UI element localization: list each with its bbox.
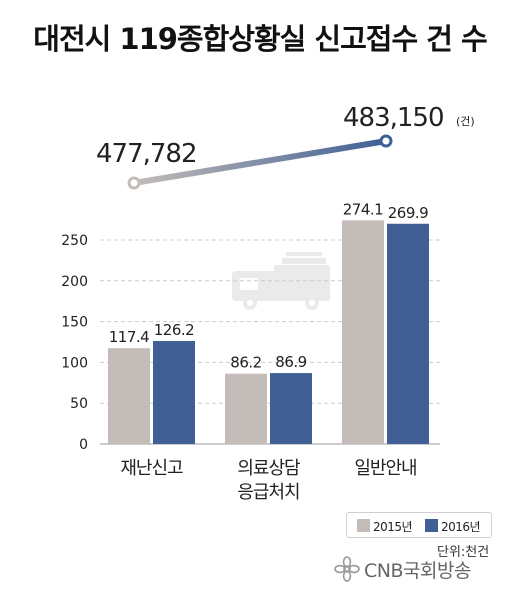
bar-2015-1 <box>108 348 150 444</box>
category-label: 응급처치 <box>237 482 299 503</box>
category-label: 재난신고 <box>120 458 183 479</box>
bar-value-label: 126.2 <box>154 321 194 339</box>
y-tick-label: 250 <box>61 233 88 249</box>
legend-label-2015: 2015년 <box>373 520 413 534</box>
bar-value-label: 274.1 <box>343 200 383 218</box>
legend-label-2016: 2016년 <box>441 520 481 534</box>
bar-2016-3 <box>387 223 429 444</box>
trend-point <box>127 176 141 190</box>
flower-logo-icon <box>334 556 360 582</box>
bar-value-label: 269.9 <box>388 204 428 222</box>
y-tick-label: 200 <box>61 274 88 290</box>
chart-title: 대전시 119종합상황실 신고접수 건 수 <box>33 22 487 56</box>
category-label: 일반안내 <box>354 458 416 479</box>
bar-value-label: 117.4 <box>109 328 149 346</box>
legend-swatch-2015 <box>357 519 370 532</box>
logo-text: CNB국회방송 <box>364 560 471 582</box>
bar-value-label: 86.9 <box>275 353 306 371</box>
fire-truck-watermark-icon <box>232 252 330 310</box>
y-tick-label: 0 <box>79 437 88 453</box>
bar-value-label: 86.2 <box>230 354 261 372</box>
trend-value-label: 483,150 <box>343 103 444 133</box>
trend-value-label: 477,782 <box>96 139 197 169</box>
y-tick-label: 100 <box>61 355 88 371</box>
legend-swatch-2016 <box>425 519 438 532</box>
trend-line <box>131 138 389 186</box>
category-label: 의료상담 <box>237 458 300 479</box>
trend-unit-label: (건) <box>456 115 475 128</box>
legend: 2015년 2016년 <box>346 512 492 538</box>
bar-2015-3 <box>342 220 384 444</box>
y-tick-label: 50 <box>70 396 88 412</box>
y-tick-label: 150 <box>61 315 88 331</box>
bar-2016-2 <box>270 373 312 444</box>
bar-2015-2 <box>225 373 267 444</box>
trend-point <box>379 134 393 148</box>
bar-2016-1 <box>153 341 195 444</box>
unit-label: 단위:천건 <box>437 545 490 560</box>
